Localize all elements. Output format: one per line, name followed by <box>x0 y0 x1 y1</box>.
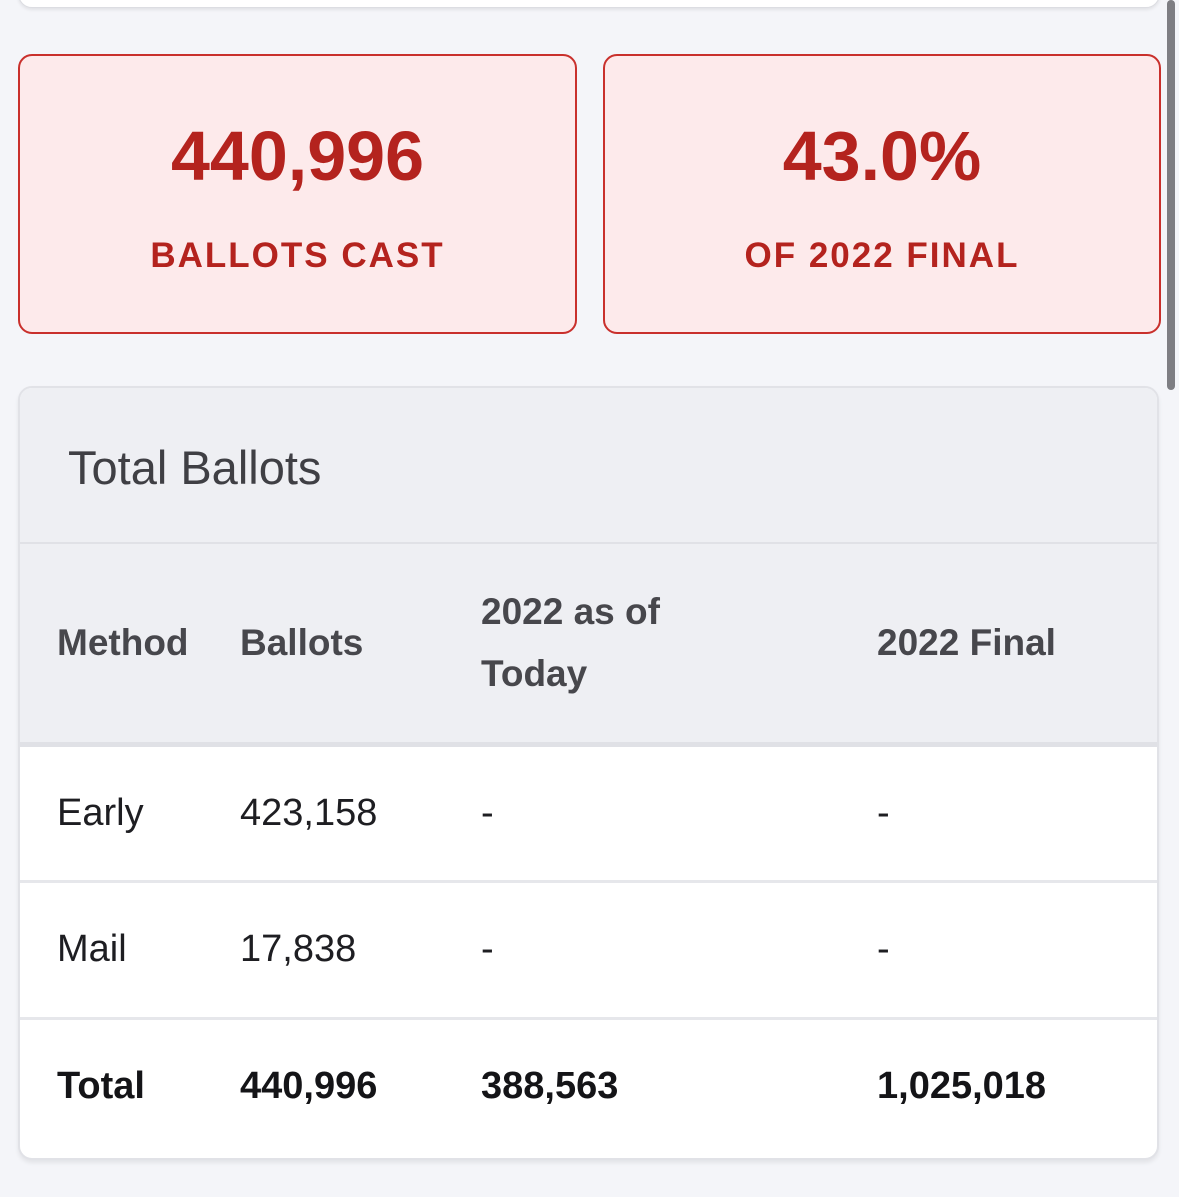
cell-ballots: 423,158 <box>240 744 481 883</box>
cell-method: Early <box>20 744 240 883</box>
ballots-cast-value: 440,996 <box>170 117 425 195</box>
previous-card-edge <box>18 0 1160 8</box>
table-row: Early 423,158 - - <box>20 744 1157 883</box>
ballots-cast-label: BALLOTS CAST <box>150 236 445 275</box>
column-header-2022-final[interactable]: 2022 Final <box>877 544 1157 747</box>
total-ballots: 440,996 <box>240 1065 378 1108</box>
column-header-2022-as-of-today[interactable]: 2022 as of Today <box>481 544 877 747</box>
percent-of-final-value: 43.0% <box>782 117 982 195</box>
ballots-table: Method Ballots 2022 as of Today 2022 Fin… <box>20 544 1157 1154</box>
cell-2022-final: - <box>877 881 1157 1020</box>
column-header-method[interactable]: Method <box>20 544 240 747</box>
cell-ballots: 17,838 <box>240 881 481 1020</box>
total-2022-as-of-today: 388,563 <box>481 1065 619 1108</box>
cell-2022-as-of-today: - <box>481 881 877 1020</box>
percent-of-final-label: OF 2022 FINAL <box>744 236 1020 275</box>
cell-2022-final: - <box>877 744 1157 883</box>
percent-of-final-card: 43.0% OF 2022 FINAL <box>603 54 1161 334</box>
table-total-row: Total 440,996 388,563 1,025,018 <box>20 1018 1157 1154</box>
page-scrollbar[interactable] <box>1167 0 1175 390</box>
ballots-cast-card: 440,996 BALLOTS CAST <box>18 54 577 334</box>
total-2022-final: 1,025,018 <box>877 1065 1047 1108</box>
card-header: Total Ballots <box>20 388 1157 544</box>
total-ballots-card: Total Ballots Method Ballots 2022 as of … <box>18 386 1159 1160</box>
card-title: Total Ballots <box>68 441 322 494</box>
table-row: Mail 17,838 - - <box>20 881 1157 1020</box>
column-header-2022-as-of-today-label: 2022 as of Today <box>481 590 660 694</box>
cell-method: Mail <box>20 881 240 1020</box>
column-header-ballots[interactable]: Ballots <box>240 544 481 747</box>
table-header-row: Method Ballots 2022 as of Today 2022 Fin… <box>20 544 1157 747</box>
cell-2022-as-of-today: - <box>481 744 877 883</box>
total-label: Total <box>57 1065 145 1108</box>
